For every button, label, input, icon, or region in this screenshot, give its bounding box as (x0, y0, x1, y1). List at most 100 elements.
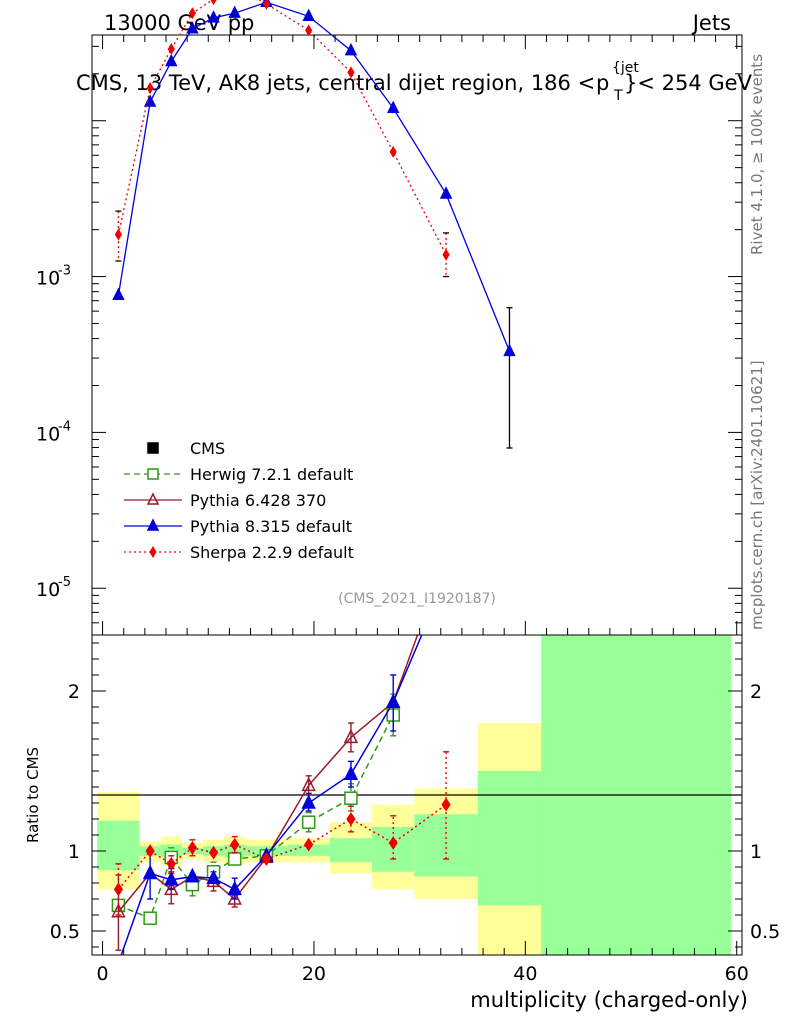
title-prefix: CMS, 13 TeV, AK8 jets, central dijet reg… (76, 71, 595, 95)
ratio-data-point (386, 693, 401, 708)
ratio-data-point (164, 871, 179, 886)
ratio-data-point (346, 812, 356, 826)
side-label-top: Rivet 4.1.0, ≥ 100k events (748, 54, 766, 255)
x-tick-label: 20 (302, 963, 326, 985)
main-data-point (210, 0, 217, 6)
ratio-data-point (388, 836, 398, 850)
title-suffix: }< 254 GeV (624, 71, 753, 95)
ratio-data-point (343, 728, 359, 744)
ratio-data-point (164, 880, 179, 896)
ratio-data-point (301, 776, 316, 792)
side-label-bottom: mcplots.cern.ch [arXiv:2401.10621] (748, 360, 766, 630)
ratio-y-axis: 0.5 0.5 1 1 2 2 (50, 642, 780, 948)
ratio-data-point (185, 867, 200, 883)
ratio-y-tick-label-right: 0.5 (750, 921, 780, 943)
ratio-band-green (329, 838, 373, 863)
chart-title: CMS, 13 TeV, AK8 jets, central dijet reg… (76, 60, 753, 104)
main-y-tick-label: 10 (36, 268, 60, 290)
ratio-band-green (477, 771, 542, 906)
main-data-point (114, 228, 123, 241)
ratio-data-point (343, 765, 359, 780)
main-data-point (262, 0, 270, 10)
legend-label: Herwig 7.2.1 default (190, 465, 353, 484)
watermark: (CMS_2021_I1920187) (338, 591, 496, 607)
legend-marker (146, 518, 160, 531)
main-data-point (167, 43, 175, 55)
ratio-y-tick-label-left: 1 (68, 841, 80, 863)
legend-label: Sherpa 2.2.9 default (190, 543, 354, 562)
ratio-series-clipped (111, 635, 451, 955)
x-tick-label: 60 (725, 963, 749, 985)
legend-label: Pythia 8.315 default (190, 517, 352, 536)
ratio-data-point (301, 815, 316, 829)
main-series-line (117, 1, 511, 352)
ratio-data-point (344, 791, 358, 805)
ratio-data-point (230, 837, 240, 852)
legend: CMS Herwig 7.2.1 default Pythia 6.428 370 P… (124, 439, 354, 562)
main-series-line (117, 0, 447, 256)
main-y-tick-labels: 10-310-410-5 (36, 264, 71, 602)
ratio-data-point (143, 911, 157, 925)
ratio-data-point (206, 869, 221, 884)
main-data-point (503, 343, 516, 357)
main-data-point (442, 248, 450, 261)
main-data-point (146, 82, 154, 94)
ratio-data-point (111, 903, 126, 918)
legend-marker (149, 546, 157, 558)
ratio-data-point (227, 852, 242, 866)
main-series-layer (112, 0, 516, 449)
main-data-point (228, 5, 241, 18)
ratio-uncertainty-bands (97, 635, 732, 955)
ratio-series-line (118, 714, 394, 920)
main-data-point (188, 7, 196, 20)
main-data-point (347, 66, 355, 79)
main-data-point (305, 24, 313, 37)
title-pt-sup: {jet (612, 60, 639, 76)
ratio-data-point (166, 856, 176, 871)
legend-marker (147, 442, 159, 454)
ratio-data-point (227, 890, 242, 905)
x-axis-label: multiplicity (charged-only) (470, 988, 748, 1012)
main-y-tick-label-exponent: -5 (58, 575, 71, 590)
main-y-axis (92, 45, 742, 624)
main-data-point (389, 145, 397, 158)
ratio-data-point (227, 880, 242, 896)
x-tick-label: 0 (97, 963, 109, 985)
main-data-point (143, 94, 157, 107)
main-data-point (344, 42, 358, 56)
ratio-panel-frame (91, 634, 743, 956)
ratio-y-tick-label-right: 1 (750, 841, 762, 863)
legend-label: CMS (190, 439, 225, 458)
main-y-tick-label: 10 (36, 423, 60, 445)
header-right: Jets (691, 11, 731, 35)
ratio-data-point (261, 852, 271, 866)
main-data-point (112, 287, 125, 301)
y-axis-label-ratio: Ratio to CMS (24, 747, 42, 843)
ratio-data-point (142, 864, 158, 880)
ratio-band-green (414, 814, 478, 877)
ratio-data-point (304, 837, 314, 852)
main-data-point (165, 53, 178, 67)
main-data-point (186, 21, 199, 34)
ratio-series-line (120, 635, 423, 955)
ratio-data-point (187, 840, 198, 855)
title-pt: p (596, 71, 609, 95)
ratio-data-point (208, 845, 219, 860)
main-data-point (439, 186, 453, 199)
x-axis: 0 20 40 60 (97, 35, 749, 985)
ratio-data-point (113, 882, 124, 897)
ratio-series-layer (111, 635, 451, 955)
ratio-y-tick-label-right: 2 (750, 681, 762, 703)
ratio-y-tick-label-left: 0.5 (50, 921, 80, 943)
ratio-y-tick-label-left: 2 (68, 681, 80, 703)
main-y-tick-label-exponent: -4 (58, 419, 71, 434)
main-data-point (387, 100, 400, 113)
title-pt-sub: T (613, 88, 623, 104)
main-data-point (207, 10, 220, 23)
main-data-point (302, 8, 315, 22)
x-tick-label: 40 (513, 963, 537, 985)
main-y-tick-label: 10 (36, 579, 60, 601)
ratio-data-point (145, 844, 155, 858)
main-y-tick-label-exponent: -3 (58, 264, 71, 279)
